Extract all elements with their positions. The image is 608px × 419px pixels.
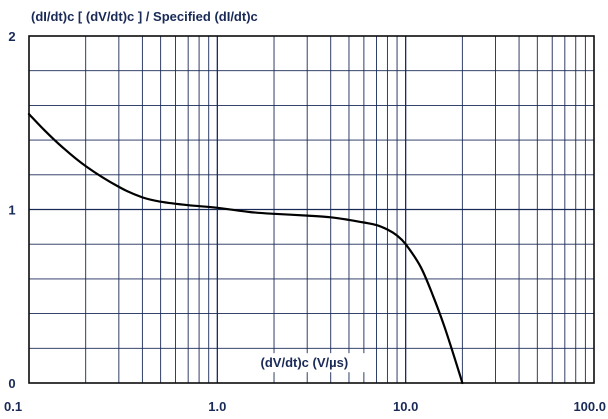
x-tick-label: 1.0 [208,399,226,414]
series-curve [27,113,464,385]
x-axis-label-background [238,353,371,373]
y-tick-label: 0 [8,376,15,391]
y-tick-label: 2 [8,29,15,44]
x-tick-label: 100.0 [573,399,606,414]
x-axis-label: (dV/dt)c (V/µs) [261,355,349,370]
y-tick-label: 1 [8,203,15,218]
x-tick-label: 0.1 [4,399,22,414]
chart-title: (dI/dt)c [ (dV/dt)c ] / Specified (dI/dt… [31,9,258,24]
tick-labels: 0.1 1.0 10.0 100.0 0 1 2 [4,29,606,414]
x-tick-label: 10.0 [393,399,418,414]
grid [29,36,594,383]
plot-frame [28,35,595,384]
